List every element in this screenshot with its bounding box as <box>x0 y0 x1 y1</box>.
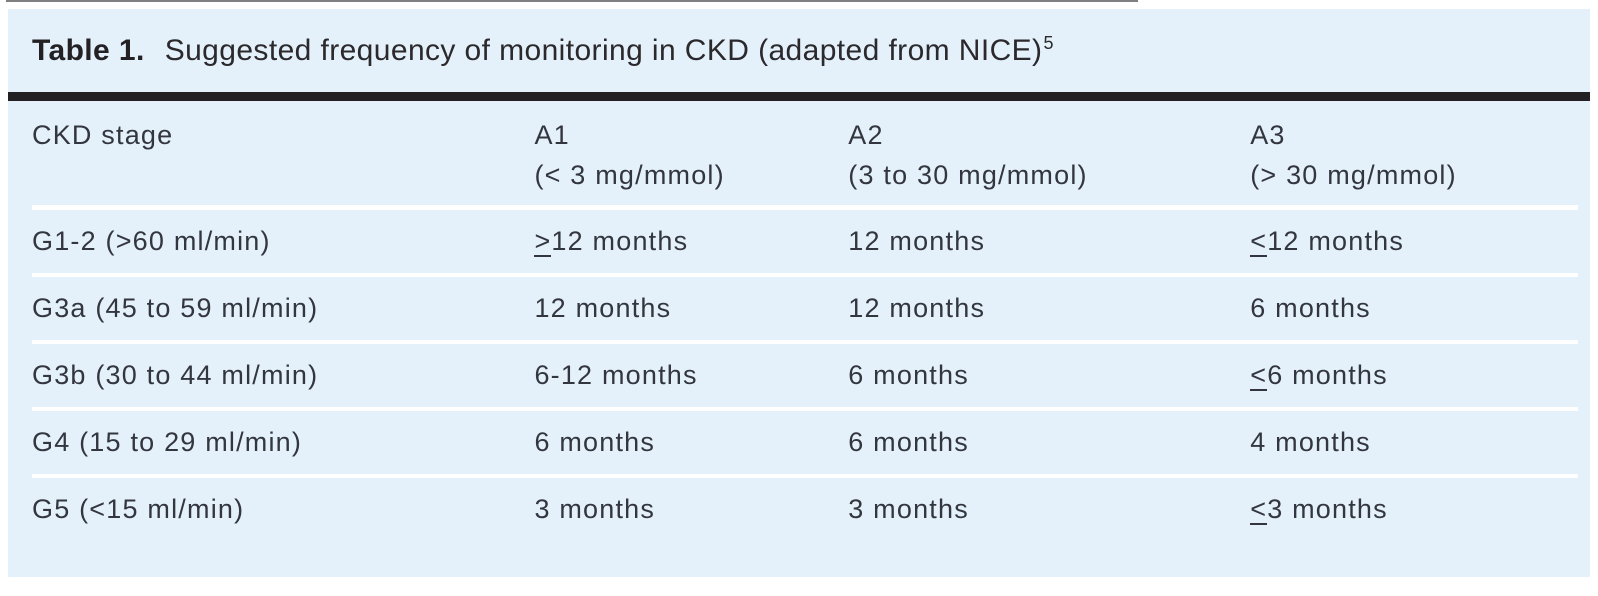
cell-a3: <3 months <box>1250 493 1388 526</box>
cell-stage: G3a (45 to 59 ml/min) <box>32 293 319 323</box>
cropped-edge-artifact <box>6 0 1138 2</box>
cell-a3: 6 months <box>1250 293 1371 323</box>
cell-a3: <6 months <box>1250 359 1388 392</box>
table-row: G3b (30 to 44 ml/min) 6-12 months 6 months… <box>32 342 1578 409</box>
table-row: G4 (15 to 29 ml/min) 6 months 6 months 4 mo… <box>32 409 1578 476</box>
table-row: G5 (<15 ml/min) 3 months 3 months <3 months <box>32 476 1578 541</box>
table-row: G3a (45 to 59 ml/min) 12 months 12 months 6… <box>32 275 1578 342</box>
table-head: CKD stage A1 (< 3 mg/mmol) A2 (3 to 30 mg/mm… <box>32 101 1578 210</box>
underlined-comparator: < <box>1250 493 1268 526</box>
title-divider-rule <box>8 92 1590 101</box>
cell-a3: <12 months <box>1250 225 1405 258</box>
cell-a2: 6 months <box>848 427 969 457</box>
table-row: G1-2 (>60 ml/min) >12 months 12 months <12 … <box>32 208 1578 275</box>
table-number-label: Table 1. <box>32 33 145 67</box>
cell-a2: 12 months <box>848 293 986 323</box>
underlined-comparator: < <box>1250 225 1268 258</box>
cell-a1: 6-12 months <box>534 360 698 390</box>
column-header-a1: A1 (< 3 mg/mmol) <box>534 101 849 210</box>
underlined-comparator: > <box>534 225 552 258</box>
cell-stage: G4 (15 to 29 ml/min) <box>32 427 303 457</box>
column-header-a3: A3 (> 30 mg/mmol) <box>1250 101 1578 210</box>
cell-stage: G5 (<15 ml/min) <box>32 494 245 524</box>
table-title: Table 1. Suggested frequency of monitori… <box>8 9 1590 92</box>
cell-a1: 6 months <box>534 427 656 457</box>
cell-a1: 12 months <box>534 293 672 323</box>
cell-a3: 4 months <box>1250 427 1371 457</box>
table-panel: Table 1. Suggested frequency of monitori… <box>8 9 1590 577</box>
table-body: G1-2 (>60 ml/min) >12 months 12 months <12 … <box>32 208 1578 542</box>
underlined-comparator: < <box>1250 359 1268 392</box>
cell-a2: 3 months <box>848 494 969 524</box>
ckd-monitoring-table: CKD stage A1 (< 3 mg/mmol) A2 (3 to 30 mg/mm… <box>32 101 1578 541</box>
cell-stage: G1-2 (>60 ml/min) <box>32 226 271 256</box>
column-header-a2: A2 (3 to 30 mg/mmol) <box>848 101 1251 210</box>
cell-a2: 12 months <box>848 226 986 256</box>
table-wrap: CKD stage A1 (< 3 mg/mmol) A2 (3 to 30 mg/mm… <box>8 101 1590 541</box>
cell-a1: 3 months <box>534 494 656 524</box>
header-row: CKD stage A1 (< 3 mg/mmol) A2 (3 to 30 mg/mm… <box>32 101 1578 210</box>
cell-a1: >12 months <box>534 225 689 258</box>
cell-stage: G3b (30 to 44 ml/min) <box>32 360 319 390</box>
cell-a2: 6 months <box>848 360 969 390</box>
column-header-stage: CKD stage <box>32 101 535 210</box>
reference-superscript: 5 <box>1043 32 1054 53</box>
table-title-text: Suggested frequency of monitoring in CKD… <box>164 32 1054 67</box>
